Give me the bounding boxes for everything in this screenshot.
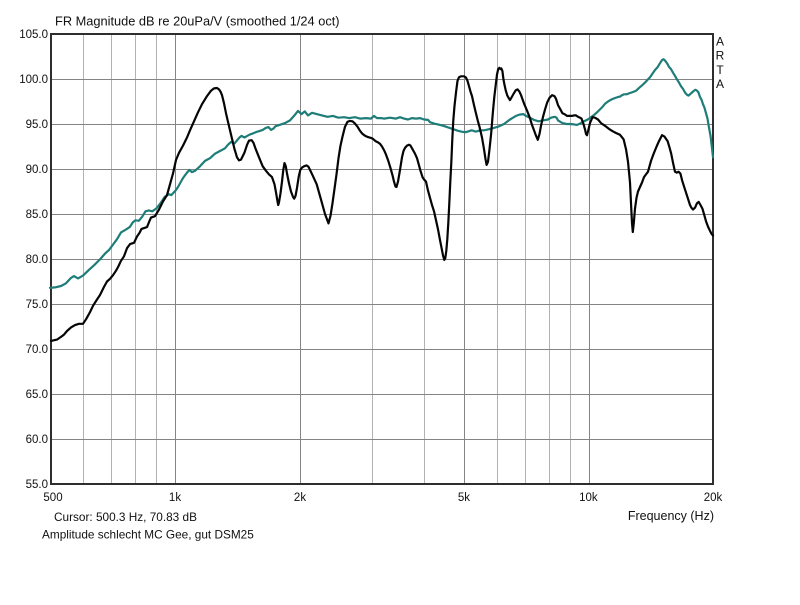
svg-text:10k: 10k xyxy=(579,492,598,504)
svg-text:90.0: 90.0 xyxy=(26,164,48,176)
svg-text:20k: 20k xyxy=(704,492,723,504)
svg-text:1k: 1k xyxy=(169,492,181,504)
svg-text:Frequency (Hz): Frequency (Hz) xyxy=(628,509,714,523)
svg-text:A: A xyxy=(716,77,724,91)
svg-text:105.0: 105.0 xyxy=(19,29,48,41)
svg-text:2k: 2k xyxy=(294,492,306,504)
svg-text:500: 500 xyxy=(43,492,62,504)
svg-text:5k: 5k xyxy=(458,492,470,504)
svg-text:R: R xyxy=(716,49,725,63)
svg-text:80.0: 80.0 xyxy=(26,254,48,266)
svg-text:60.0: 60.0 xyxy=(26,434,48,446)
svg-text:65.0: 65.0 xyxy=(26,389,48,401)
svg-text:95.0: 95.0 xyxy=(26,119,48,131)
svg-text:T: T xyxy=(716,63,724,77)
svg-text:85.0: 85.0 xyxy=(26,209,48,221)
svg-text:75.0: 75.0 xyxy=(26,299,48,311)
svg-text:70.0: 70.0 xyxy=(26,344,48,356)
svg-text:FR Magnitude dB re 20uPa/V (sm: FR Magnitude dB re 20uPa/V (smoothed 1/2… xyxy=(55,14,340,29)
svg-text:Amplitude schlecht MC Gee, gut: Amplitude schlecht MC Gee, gut DSM25 xyxy=(42,527,254,541)
svg-text:Cursor: 500.3 Hz, 70.83 dB: Cursor: 500.3 Hz, 70.83 dB xyxy=(54,510,197,524)
svg-text:100.0: 100.0 xyxy=(19,74,48,86)
svg-text:A: A xyxy=(716,35,724,49)
svg-text:55.0: 55.0 xyxy=(26,479,48,491)
